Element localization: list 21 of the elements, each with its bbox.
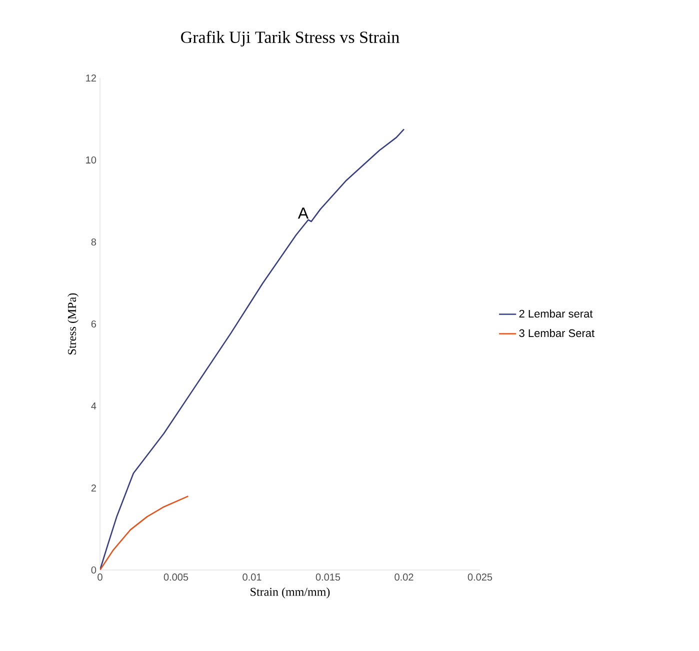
x-tick-label: 0.02 [394, 574, 414, 581]
y-tick-label: 0 [91, 566, 96, 574]
legend-label: 2 Lembar serat [519, 310, 593, 318]
legend-label: 3 Lembar Serat [519, 329, 594, 338]
x-tick-label: 0.01 [242, 574, 262, 581]
y-tick-label: 10 [86, 156, 96, 164]
y-axis-title: Stress (MPa) [68, 293, 78, 354]
y-tick-label: 6 [91, 320, 96, 328]
y-tick-label: 2 [91, 484, 96, 492]
x-tick-label: 0.025 [468, 574, 492, 581]
x-tick-label: 0.015 [316, 574, 340, 581]
line-series [100, 496, 189, 570]
x-tick-label: 0 [98, 574, 102, 581]
y-tick-label: 4 [91, 402, 96, 410]
annotation: A [298, 208, 309, 219]
x-axis-title: Strain (mm/mm) [250, 587, 330, 598]
line-series [100, 128, 405, 570]
y-tick-label: 12 [86, 74, 96, 82]
x-tick-label: 0.005 [164, 574, 188, 581]
chart-title: Grafik Uji Tarik Stress vs Strain [181, 30, 400, 46]
y-tick-label: 8 [91, 238, 96, 246]
